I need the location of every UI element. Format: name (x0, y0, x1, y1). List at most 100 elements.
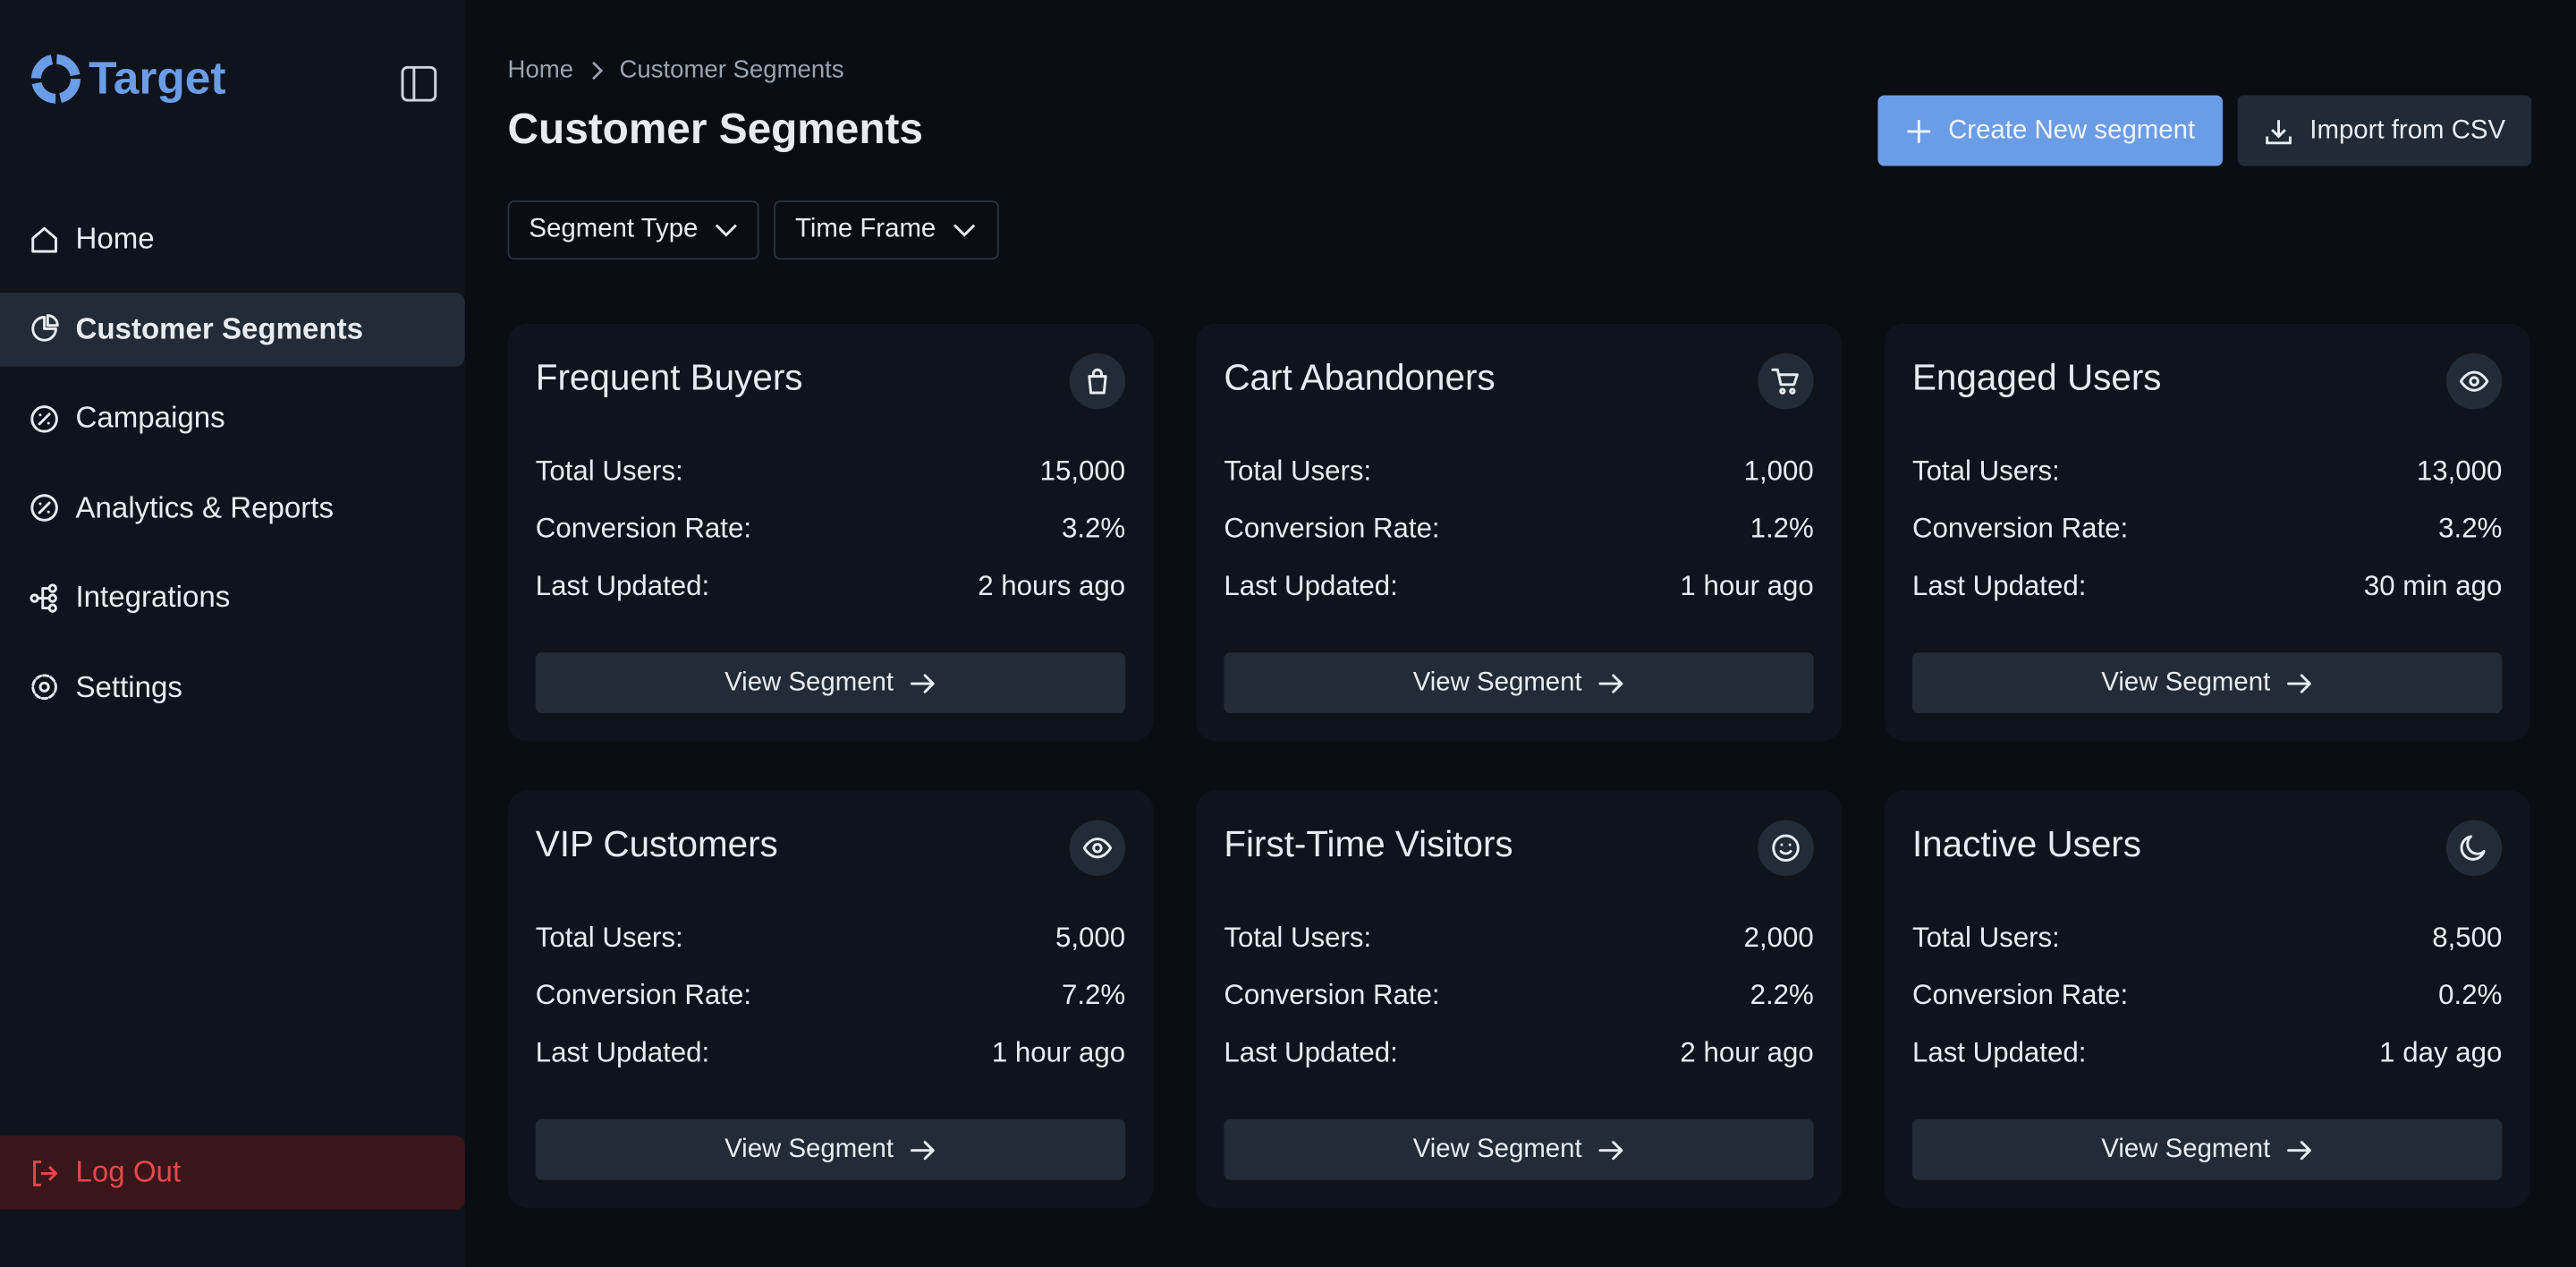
button-label: View Segment (1412, 1135, 1582, 1163)
card-icon (1758, 353, 1814, 410)
nav-item[interactable]: Integrations (0, 560, 465, 634)
stat-value: 13,000 (2416, 455, 2503, 487)
import-button[interactable]: Import from CSV (2237, 95, 2532, 166)
stat-label: Last Updated: (535, 1036, 710, 1068)
segment-card: VIP Customers Total Users: 5,000 Conversion… (507, 790, 1154, 1209)
nav-icon (30, 582, 57, 612)
nav-label: Campaigns (75, 401, 225, 434)
nav-item[interactable]: Analytics & Reports (0, 471, 465, 545)
nav-item[interactable]: Campaigns (0, 381, 465, 455)
nav-icon (30, 404, 58, 432)
card-title: VIP Customers (535, 823, 778, 865)
filter[interactable]: Time Frame (774, 200, 999, 260)
nav-item[interactable]: Customer Segments (0, 292, 465, 366)
download-icon (2266, 119, 2292, 144)
stat-row: Total Users: 1,000 (1224, 455, 1813, 489)
stat-row: Conversion Rate: 3.2% (536, 513, 1125, 546)
stat-row: Conversion Rate: 3.2% (1912, 513, 2502, 546)
nav-icon (31, 314, 59, 342)
nav-item[interactable]: Home (0, 202, 465, 276)
button-label: View Segment (2101, 668, 2271, 696)
sidebar: Target Home Customer Segments Campaigns Ana… (0, 0, 465, 1267)
stat-value: 1.2% (1750, 513, 1814, 544)
stat-value: 5,000 (1055, 922, 1126, 954)
filter-label: Time Frame (794, 215, 936, 243)
stat-label: Last Updated: (1224, 570, 1398, 602)
view-button[interactable]: View Segment (1911, 652, 2503, 714)
stat-row: Conversion Rate: 0.2% (1912, 980, 2502, 1013)
stat-value: 2.2% (1750, 979, 1814, 1011)
nav-icon (30, 494, 58, 522)
card-icon (2445, 820, 2503, 876)
card-title: Cart Abandoners (1224, 356, 1496, 398)
stat-value: 1,000 (1743, 455, 1814, 487)
view-button[interactable]: View Segment (535, 1118, 1126, 1180)
brand-name: Target (89, 52, 226, 104)
nav-item[interactable]: Settings (0, 650, 465, 724)
stat-value: 2 hours ago (978, 570, 1126, 602)
button-label: Create New segment (1948, 115, 2196, 144)
button-label: View Segment (2101, 1135, 2271, 1163)
card-title: First-Time Visitors (1224, 823, 1513, 865)
view-button[interactable]: View Segment (1224, 1118, 1814, 1180)
stat-row: Conversion Rate: 2.2% (1224, 980, 1813, 1013)
icon (1771, 368, 1799, 395)
segment-card: Inactive Users Total Users: 8,500 Conversio… (1884, 790, 2530, 1209)
stat-label: Conversion Rate: (1911, 513, 2129, 544)
segment-card: First-Time Visitors Total Users: 2,000 Conv… (1196, 790, 1842, 1209)
stat-value: 1 hour ago (1680, 570, 1814, 602)
logo (30, 54, 81, 104)
stat-label: Last Updated: (1224, 1036, 1398, 1068)
stat-row: Total Users: 8,500 (1912, 922, 2502, 955)
stat-row: Total Users: 13,000 (1912, 455, 2502, 489)
nav-label: Integrations (75, 580, 231, 614)
arrow-icon (1598, 1140, 1623, 1160)
card-icon (2445, 353, 2503, 410)
stat-label: Total Users: (535, 455, 683, 487)
card-title: Engaged Users (1911, 356, 2162, 398)
stat-value: 30 min ago (2363, 570, 2503, 602)
stat-label: Total Users: (1224, 455, 1372, 487)
stat-row: Conversion Rate: 1.2% (1224, 513, 1813, 546)
stat-label: Conversion Rate: (1224, 513, 1440, 544)
stat-row: Last Updated: 2 hour ago (1224, 1037, 1813, 1070)
filter[interactable]: Segment Type (507, 200, 759, 260)
view-button[interactable]: View Segment (1224, 652, 1814, 714)
brand[interactable]: Target (30, 52, 226, 106)
crumb-sep (592, 60, 604, 80)
icon (2460, 835, 2486, 861)
chevron (953, 224, 975, 237)
logout-label: Log Out (75, 1155, 182, 1188)
toggle-sidebar[interactable] (401, 65, 437, 102)
breadcrumb: Home Customer Segments (508, 55, 844, 83)
stat-row: Last Updated: 1 hour ago (1224, 570, 1813, 603)
arrow-icon (1598, 673, 1623, 693)
stat-value: 2,000 (1743, 922, 1814, 954)
stat-label: Last Updated: (1911, 1036, 2087, 1068)
view-button[interactable]: View Segment (535, 652, 1126, 714)
card-title: Inactive Users (1911, 823, 2141, 865)
stat-value: 8,500 (2432, 922, 2503, 954)
stat-label: Conversion Rate: (535, 513, 752, 544)
stat-label: Total Users: (1224, 922, 1372, 954)
filter-label: Segment Type (529, 215, 699, 243)
stat-value: 7.2% (1061, 979, 1126, 1011)
view-button[interactable]: View Segment (1911, 1118, 2503, 1180)
stat-label: Last Updated: (535, 570, 710, 602)
arrow-icon (910, 673, 935, 693)
button-label: View Segment (1412, 668, 1582, 696)
nav-label: Settings (75, 669, 182, 703)
stat-value: 1 hour ago (991, 1036, 1126, 1068)
stat-row: Last Updated: 2 hours ago (536, 570, 1125, 603)
crumb[interactable]: Home (507, 55, 574, 84)
stat-label: Last Updated: (1911, 570, 2087, 602)
create-button[interactable]: Create New segment (1877, 95, 2224, 166)
card-icon (1069, 820, 1126, 876)
stat-row: Last Updated: 1 hour ago (536, 1037, 1125, 1070)
icon (2459, 370, 2489, 392)
stat-value: 0.2% (2438, 979, 2503, 1011)
logout[interactable]: Log Out (0, 1135, 465, 1210)
segment-card: Frequent Buyers Total Users: 15,000 Convers… (507, 323, 1154, 742)
